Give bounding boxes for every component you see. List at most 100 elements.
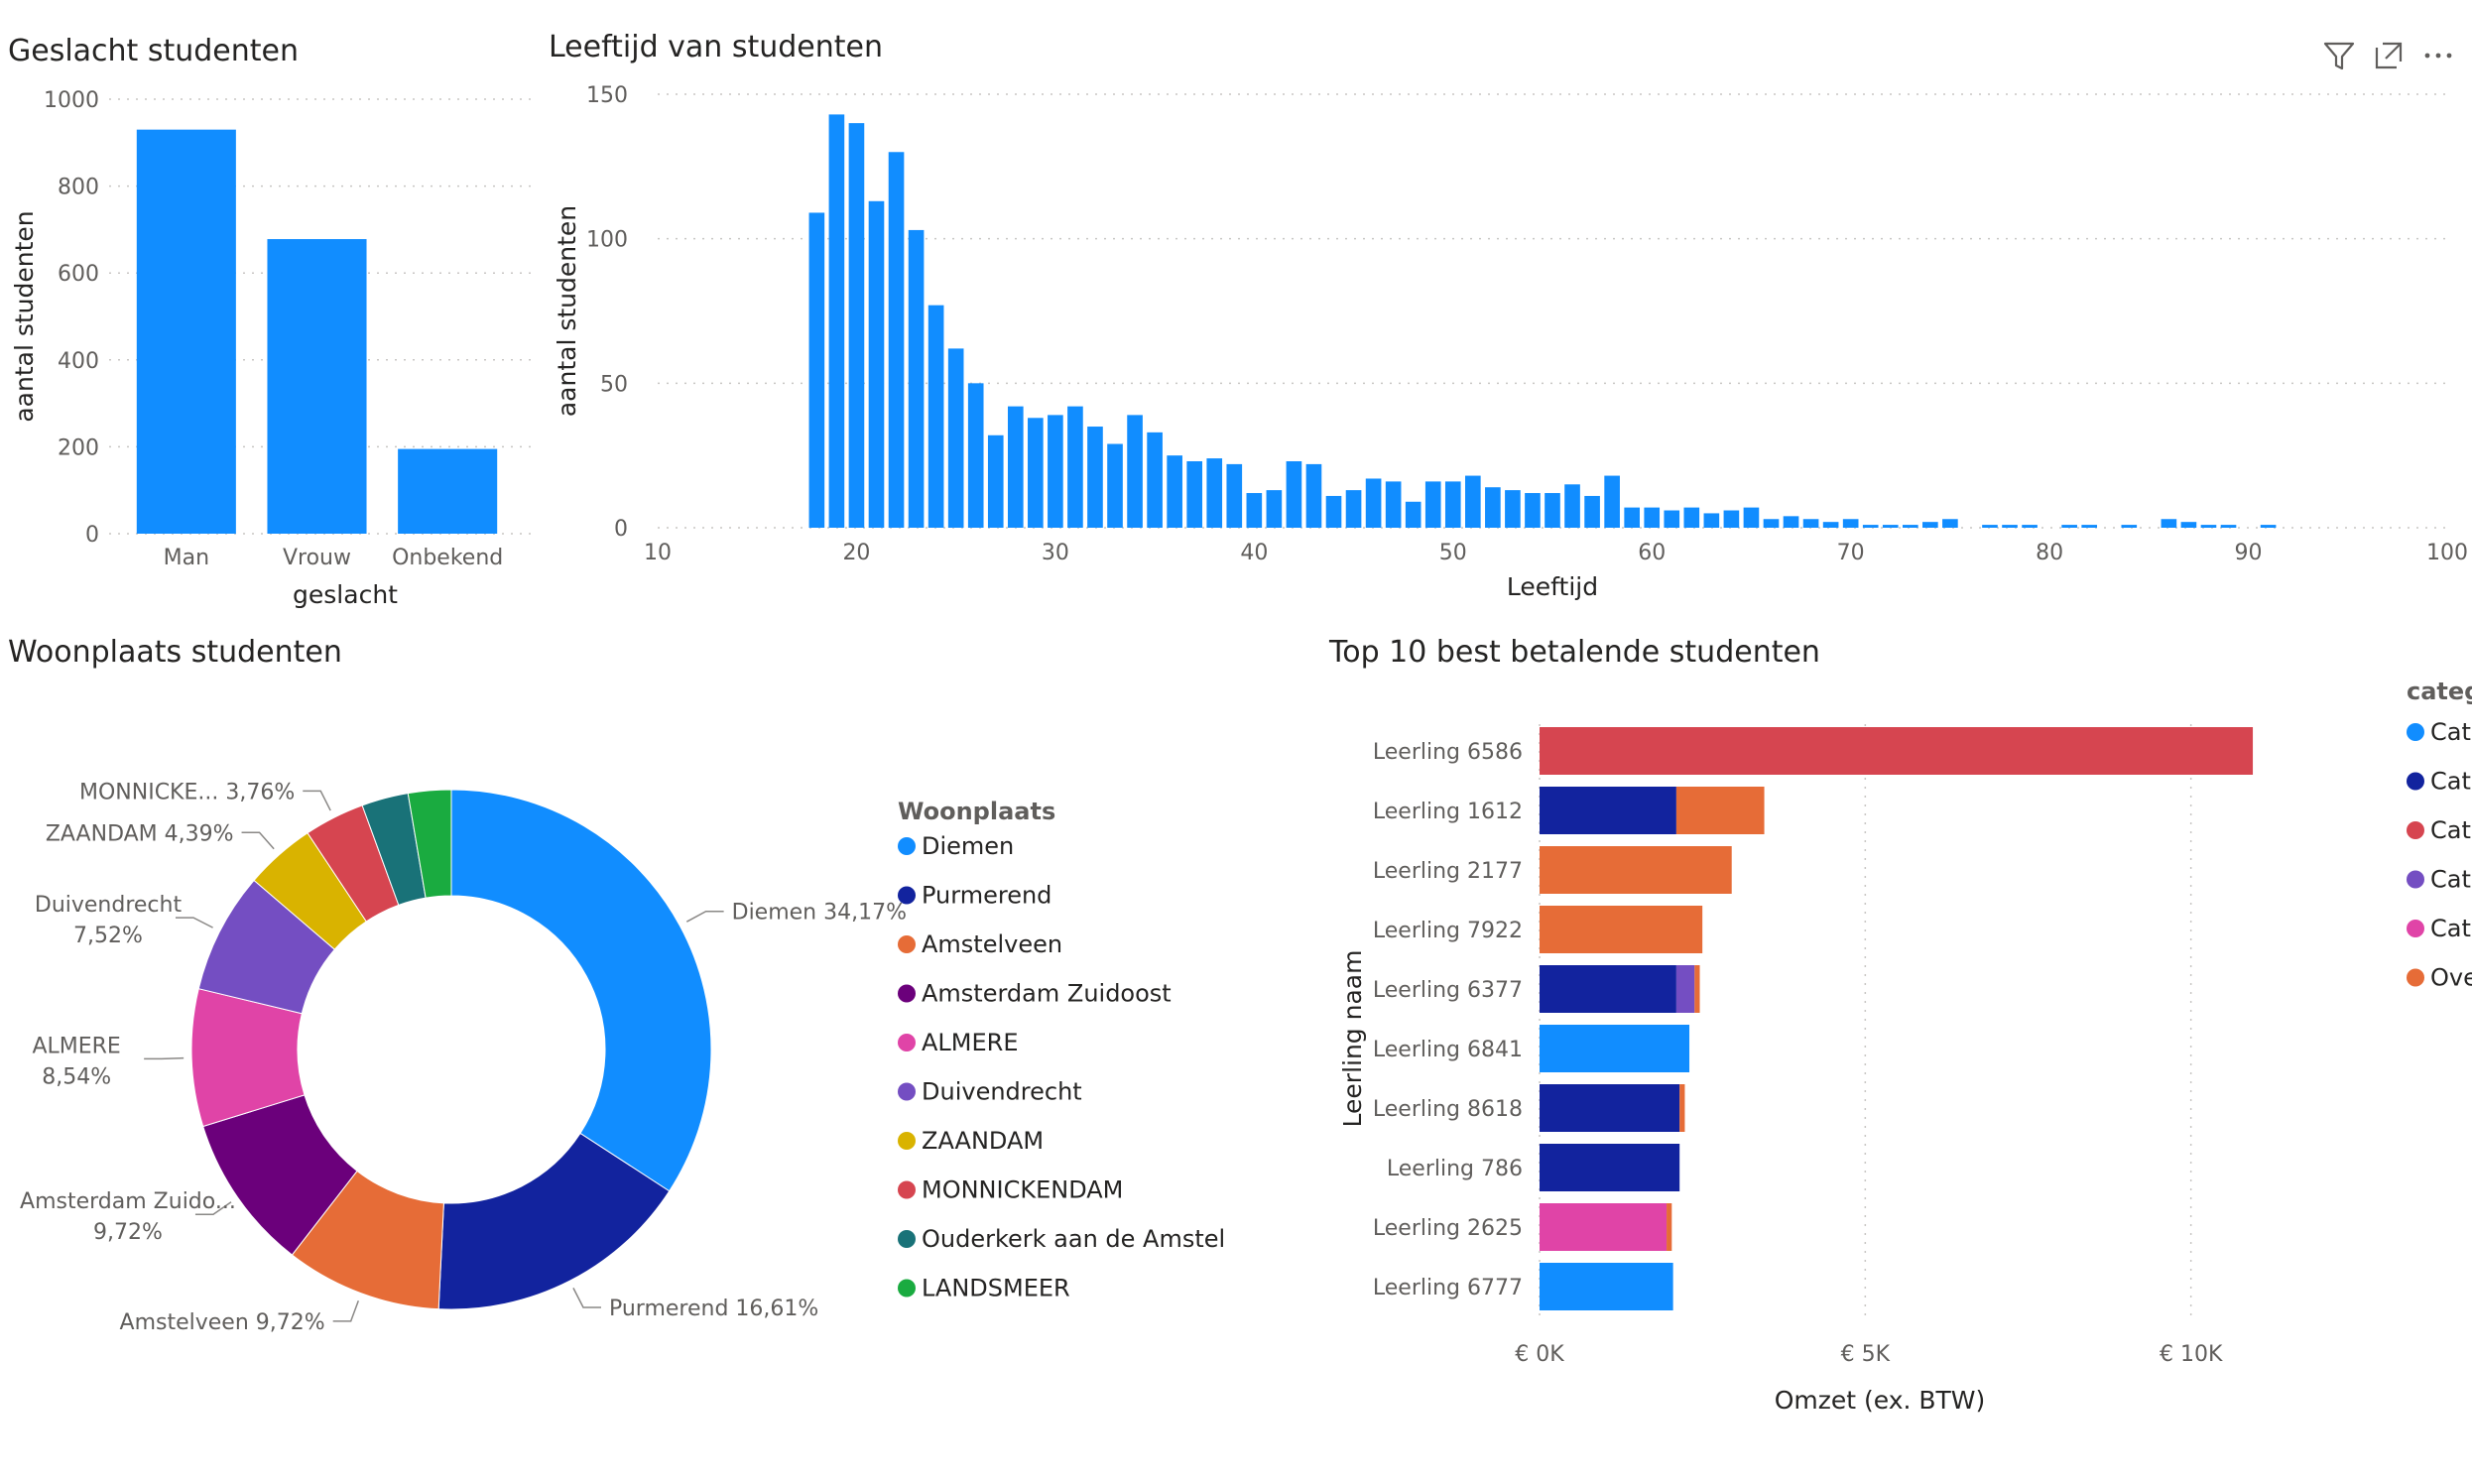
legend-marker: [2407, 968, 2424, 987]
y-axis-title: aantal studenten: [553, 205, 581, 417]
age-histogram-chart: 0 50 100 150 10 20 30 40 50 60 70 80 90 100 Leeftijd aa…: [553, 83, 2468, 601]
age-bar: [1763, 519, 1780, 528]
age-bar: [1545, 493, 1560, 528]
age-bar: [967, 383, 984, 528]
legend-title: categorie naam: [2407, 678, 2472, 705]
gender-chart-title: Geslacht studenten: [8, 34, 300, 68]
more-options-icon[interactable]: [2418, 36, 2458, 75]
y-tick-label: Leerling 2177: [1373, 859, 1523, 884]
age-bar: [1783, 516, 1799, 528]
legend-item-label: ZAANDAM: [922, 1127, 1044, 1155]
y-tick-label: 150: [586, 83, 628, 108]
age-bar: [1683, 507, 1700, 528]
age-bar: [1644, 507, 1661, 528]
age-bar: [1266, 490, 1283, 528]
x-tick-label: 50: [1439, 541, 1467, 565]
age-bar: [2002, 525, 2018, 528]
age-bar: [2180, 522, 2197, 528]
y-tick-label: Leerling 6777: [1373, 1276, 1523, 1300]
age-bar: [848, 123, 865, 528]
slice-data-label: MONNICKE... 3,76%: [79, 780, 295, 804]
age-bar: [2121, 525, 2138, 528]
x-tick-label: Man: [164, 546, 209, 570]
legend-item-label: Categorie CE: [2430, 866, 2472, 894]
y-tick-label: Leerling 6586: [1373, 740, 1523, 765]
age-bar: [1743, 507, 1760, 528]
age-bar: [2220, 525, 2237, 528]
legend-marker: [2407, 870, 2424, 889]
donut-slice: [437, 1132, 671, 1310]
x-tick-label: € 5K: [1841, 1342, 1891, 1367]
focus-mode-icon[interactable]: [2369, 36, 2409, 75]
x-tick-label: 80: [2036, 541, 2063, 565]
x-tick-label: Onbekend: [392, 546, 503, 570]
residence-visual: Woonplaats studenten Diemen 34,17% Purmer…: [0, 615, 1319, 1484]
leader-line: [175, 917, 213, 928]
age-bar: [1982, 525, 1998, 528]
bar-onbekend: [398, 448, 498, 534]
slice-data-label: 9,72%: [93, 1220, 163, 1245]
x-tick-label: 60: [1638, 541, 1666, 565]
age-bar: [1405, 501, 1421, 528]
legend-marker: [2407, 723, 2424, 741]
age-bar: [1902, 525, 1918, 528]
age-bar: [1087, 427, 1103, 528]
y-tick-label: Leerling 6377: [1373, 978, 1523, 1003]
age-bar: [828, 114, 845, 528]
residence-donut-chart: Diemen 34,17% Purmerend 16,61% Amstelveen …: [20, 780, 1225, 1334]
bar-segment: [1540, 1025, 1690, 1072]
age-bar: [1822, 522, 1839, 528]
y-tick-label: Leerling 7922: [1373, 919, 1523, 943]
legend-item-label: Amsterdam Zuidoost: [922, 980, 1172, 1008]
x-tick-label: € 0K: [1515, 1342, 1564, 1367]
bar-segment: [1540, 906, 1703, 953]
age-bar: [1127, 415, 1143, 528]
x-tick-label: 30: [1042, 541, 1069, 565]
age-bar: [987, 434, 1004, 528]
age-bar: [1147, 432, 1163, 528]
age-bar: [1107, 443, 1123, 528]
legend-marker: [898, 886, 916, 905]
y-tick-label: 50: [600, 372, 628, 397]
legend-marker: [898, 1034, 916, 1051]
age-bar: [927, 305, 944, 528]
bar-segment: [1675, 965, 1695, 1013]
legend-title: Woonplaats: [898, 798, 1055, 825]
residence-chart-title: Woonplaats studenten: [8, 635, 342, 670]
top10-chart-title: Top 10 best betalende studenten: [1329, 635, 1820, 670]
age-bar: [947, 348, 964, 528]
age-bar: [1802, 519, 1819, 528]
bar-vrouw: [267, 239, 367, 534]
leader-line: [241, 831, 275, 850]
legend-marker: [898, 984, 916, 1003]
y-tick-label: Leerling 8618: [1373, 1097, 1523, 1122]
age-bar: [1048, 415, 1063, 528]
age-bar: [1206, 458, 1223, 528]
age-bar: [2161, 519, 2177, 528]
legend-item-label: Categorie B: [2430, 718, 2472, 746]
legend-marker: [898, 935, 916, 953]
x-tick-label: € 10K: [2160, 1342, 2223, 1367]
filter-icon[interactable]: [2319, 36, 2359, 75]
legend-marker: [2407, 920, 2424, 937]
donut-slice: [450, 789, 712, 1192]
donut-slice: [407, 789, 452, 899]
age-bar: [888, 152, 905, 528]
age-bar: [2061, 525, 2077, 528]
leader-line: [332, 1299, 360, 1322]
age-bar: [1922, 522, 1938, 528]
slice-data-label: Amsterdam Zuido...: [20, 1189, 236, 1214]
x-tick-label: 70: [1837, 541, 1865, 565]
age-bar: [2081, 525, 2098, 528]
age-bar: [1226, 463, 1243, 528]
legend-marker: [898, 1230, 916, 1248]
age-bar: [1325, 495, 1342, 528]
slice-data-label: Duivendrecht: [35, 893, 183, 918]
age-bar: [908, 229, 925, 528]
slice-data-label: 7,52%: [73, 924, 143, 948]
gender-bar-chart: 0 200 400 600 800 1000 Man Vrouw Onbekend geslach…: [10, 88, 531, 609]
y-tick-label: Leerling 1612: [1373, 800, 1523, 824]
bar-segment: [1540, 787, 1676, 834]
slice-data-label: Diemen 34,17%: [732, 901, 907, 926]
x-tick-label: 100: [2426, 541, 2468, 565]
